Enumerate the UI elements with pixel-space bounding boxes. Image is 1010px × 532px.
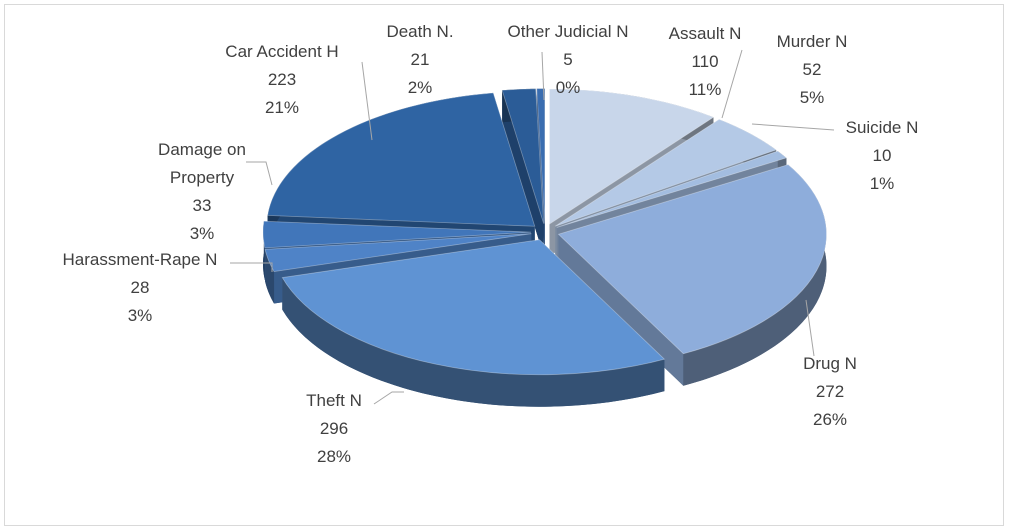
leader-line	[246, 161, 273, 186]
label-percent: 2%	[407, 78, 433, 97]
data-label: Murder N 52 5%	[752, 28, 872, 112]
label-percent: 11%	[688, 80, 722, 99]
leader-lines	[230, 49, 835, 405]
data-label: Harassment-Rape N 28 3%	[50, 246, 230, 330]
label-value: 5	[563, 50, 573, 69]
label-percent: 26%	[812, 410, 848, 429]
leader-line	[805, 299, 815, 357]
label-percent: 3%	[127, 306, 153, 325]
data-label: Car Accident H 223 21%	[202, 38, 362, 122]
slice	[501, 88, 545, 256]
slice-top	[536, 88, 546, 224]
label-value: 33	[192, 196, 212, 215]
label-percent: 0%	[555, 78, 581, 97]
label-name: Assault N	[668, 24, 742, 43]
label-percent: 5%	[799, 88, 825, 107]
label-value: 272	[815, 382, 845, 401]
data-label: Assault N 110 11%	[645, 20, 765, 104]
label-name: Other Judicial N	[507, 22, 629, 41]
leader-line	[373, 391, 404, 405]
slice-top	[262, 220, 532, 249]
label-name: Harassment-Rape N	[62, 250, 218, 269]
label-percent: 3%	[189, 224, 215, 243]
leader-line	[721, 49, 743, 119]
data-label: Suicide N 10 1%	[822, 114, 942, 198]
slice-rim	[683, 164, 827, 386]
leader-line	[541, 51, 545, 101]
label-name: Suicide N	[845, 118, 919, 137]
label-name: Death N.	[386, 22, 454, 41]
slice-top	[556, 150, 788, 228]
label-value: 110	[691, 52, 719, 71]
label-percent: 1%	[869, 174, 895, 193]
slice-top	[264, 233, 532, 272]
label-value: 52	[802, 60, 822, 79]
chart-frame	[4, 4, 1004, 526]
data-label: Theft N 296 28%	[274, 387, 394, 471]
label-value: 296	[319, 419, 349, 438]
slice	[281, 239, 666, 407]
data-label: Drug N 272 26%	[770, 350, 890, 434]
label-value: 223	[267, 70, 297, 89]
slice-top	[281, 239, 666, 376]
label-percent: 21%	[264, 98, 300, 117]
data-label: Other Judicial N 5 0%	[488, 18, 648, 102]
slice-top	[501, 88, 545, 224]
label-value: 10	[872, 146, 892, 165]
leader-line	[361, 61, 373, 141]
slice-top	[549, 88, 715, 225]
leader-line	[751, 123, 835, 131]
label-value: 21	[410, 50, 430, 69]
label-name: Drug N	[803, 354, 857, 373]
label-name: Theft N	[306, 391, 362, 410]
label-name: Murder N	[776, 32, 848, 51]
data-label: Death N. 21 2%	[365, 18, 475, 102]
slices	[262, 88, 827, 407]
label-value: 28	[130, 278, 150, 297]
slice-rim	[282, 277, 665, 407]
slice-top	[267, 92, 536, 227]
slice-edge	[502, 90, 544, 256]
label-name: Car Accident H	[225, 42, 339, 61]
data-label: Damage on Property 33 3%	[127, 136, 277, 248]
label-percent: 28%	[316, 447, 352, 466]
label-name: Damage on Property	[158, 140, 246, 187]
leader-line	[230, 262, 273, 272]
slice-top	[557, 164, 827, 355]
slice-top	[554, 118, 778, 227]
